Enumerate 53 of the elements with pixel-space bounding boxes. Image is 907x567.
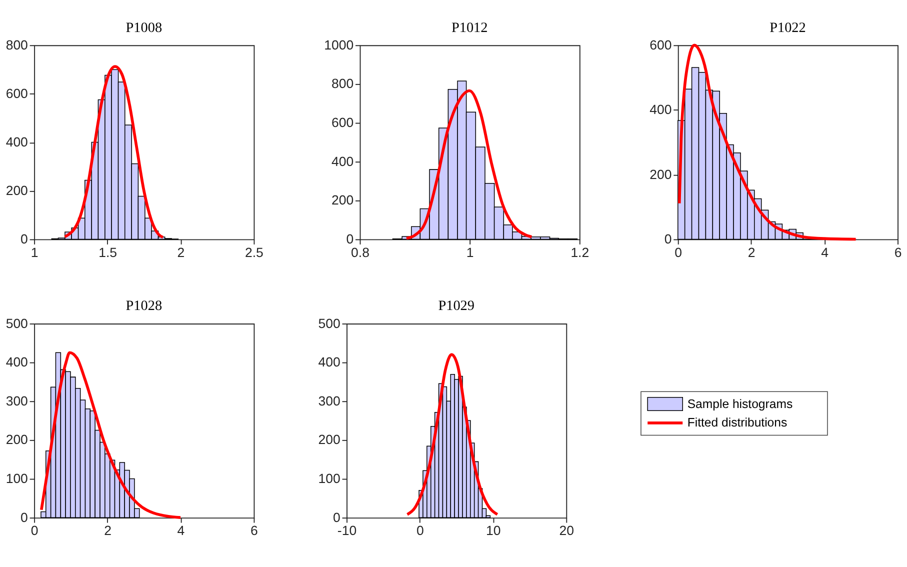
y-tick-label: 400: [332, 154, 354, 169]
y-tick-label: 400: [6, 354, 28, 370]
x-tick-label: 0: [30, 523, 38, 538]
x-tick-label: 10: [486, 523, 501, 538]
x-tick-label: 6: [894, 244, 902, 260]
y-tick-label: 1000: [324, 37, 354, 52]
y-tick-label: 300: [318, 393, 340, 408]
y-tick-label: 400: [318, 354, 340, 370]
y-tick-label: 600: [332, 115, 354, 130]
y-tick-label: 500: [6, 316, 28, 331]
y-tick-label: 200: [318, 432, 340, 448]
y-tick-label: 0: [20, 510, 28, 525]
legend-label: Fitted distributions: [687, 416, 788, 430]
y-tick-label: 500: [318, 316, 340, 331]
chart-title: P1029: [438, 298, 474, 314]
chart-title: P1022: [770, 20, 806, 36]
x-tick-label: 2: [104, 523, 112, 538]
y-tick-label: 200: [6, 182, 28, 198]
y-tick-label: 200: [6, 432, 28, 448]
x-tick-label: 1.2: [570, 244, 590, 260]
y-tick-label: 300: [6, 393, 28, 408]
y-tick-label: 600: [650, 37, 672, 52]
x-tick-label: 1: [466, 244, 474, 260]
y-tick-label: 0: [20, 231, 28, 246]
x-tick-label: 1: [30, 244, 38, 260]
y-tick-label: 200: [650, 166, 672, 182]
x-tick-label: 2: [177, 244, 185, 260]
x-tick-label: 4: [821, 244, 828, 260]
y-tick-label: 0: [332, 510, 340, 525]
chart-title: P1012: [451, 20, 488, 36]
y-tick-label: 800: [6, 37, 28, 52]
x-tick-label: 20: [559, 523, 574, 538]
x-tick-label: 0: [416, 523, 424, 538]
x-tick-label: 1.5: [98, 244, 117, 260]
x-tick-label: -10: [337, 523, 357, 538]
y-tick-label: 800: [332, 76, 354, 92]
chart-title: P1028: [126, 298, 162, 314]
legend-label: Sample histograms: [687, 396, 793, 411]
y-tick-label: 100: [6, 471, 28, 486]
x-tick-label: 6: [250, 523, 258, 538]
x-tick-label: 2: [748, 244, 756, 260]
y-tick-label: 400: [650, 102, 672, 118]
y-tick-label: 400: [6, 134, 28, 150]
x-tick-label: 2.5: [244, 244, 264, 260]
y-tick-label: 0: [346, 231, 354, 246]
x-tick-label: 0.8: [351, 244, 370, 260]
y-tick-label: 200: [332, 192, 354, 208]
y-tick-label: 100: [318, 471, 340, 486]
x-tick-label: 4: [177, 523, 185, 538]
y-tick-label: 600: [6, 86, 28, 101]
x-tick-label: 0: [674, 244, 682, 260]
y-tick-label: 0: [664, 231, 672, 246]
chart-title: P1008: [126, 20, 162, 36]
